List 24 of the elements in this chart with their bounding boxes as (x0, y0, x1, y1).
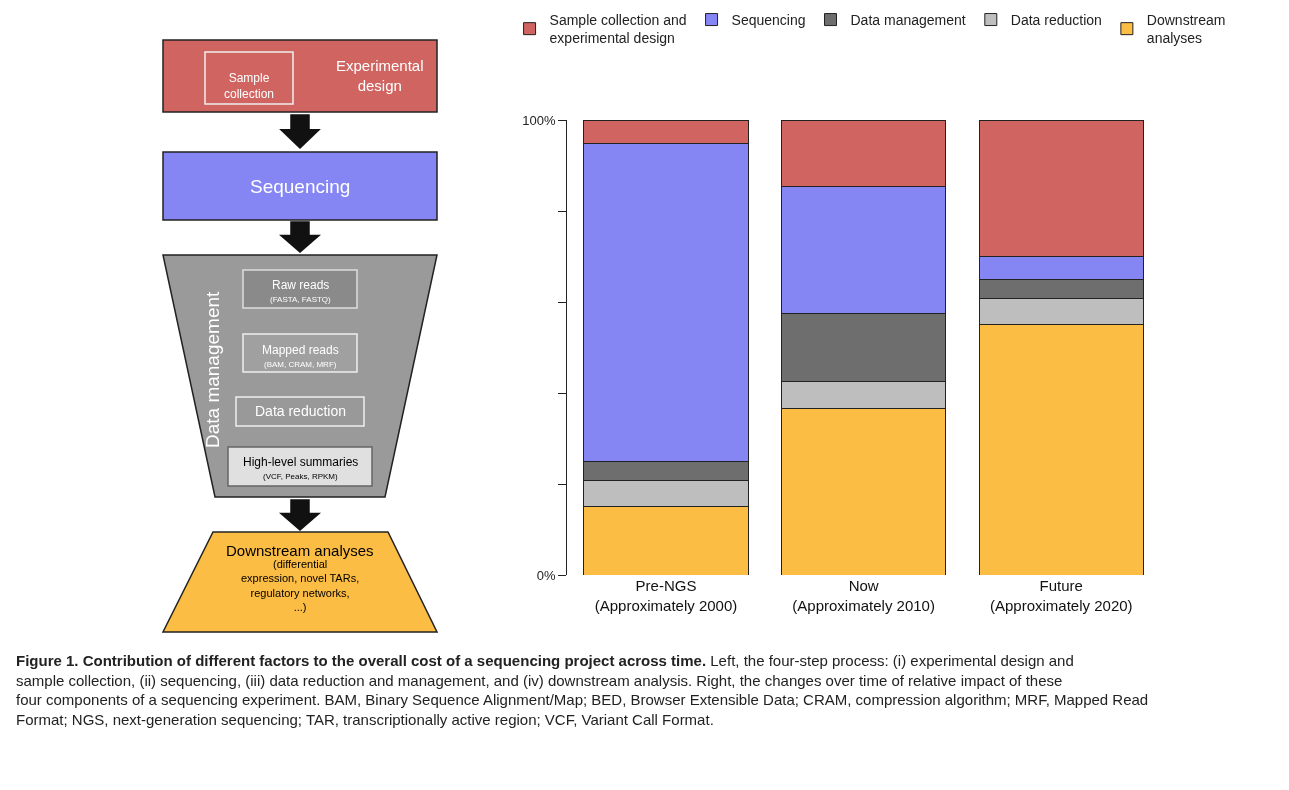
text: Data reduction (255, 403, 347, 419)
legend-label: Sample collection and experimental design (549, 12, 687, 47)
legend-label: Data reduction (1010, 12, 1102, 29)
legend-label: Sequencing (731, 12, 806, 29)
text: Raw reads (272, 278, 330, 292)
text: Sequencing (250, 176, 351, 197)
x-tick-label: Future (Approximately 2020) (989, 577, 1133, 614)
text: Data management (202, 290, 223, 448)
text: Sample collection (224, 71, 275, 101)
text: High-level summaries (243, 455, 359, 469)
text: Figure 1. Contribution of different factors to the overall cost of a sequencing project across time. (16, 652, 707, 669)
x-tick-label: Now (Approximately 2010) (792, 577, 935, 614)
y-tick-label: 100% (522, 112, 556, 128)
text: Mapped reads (262, 343, 339, 357)
y-tick-label: 0% (536, 567, 556, 583)
text: (FASTA, FASTQ) (270, 295, 332, 304)
text: (differential expression, novel TARs, regulatory networks, ...) (241, 558, 360, 613)
x-tick-label: Pre-NGS (Approximately 2000) (594, 577, 738, 614)
legend-label: Downstream analyses (1146, 12, 1226, 47)
legend-label: Data management (850, 12, 966, 29)
text: (VCF, Peaks, RPKM) (263, 472, 339, 481)
text: Downstream analyses (226, 542, 374, 559)
text: Experimental design (336, 57, 424, 94)
text: (BAM, CRAM, MRF) (264, 360, 337, 369)
